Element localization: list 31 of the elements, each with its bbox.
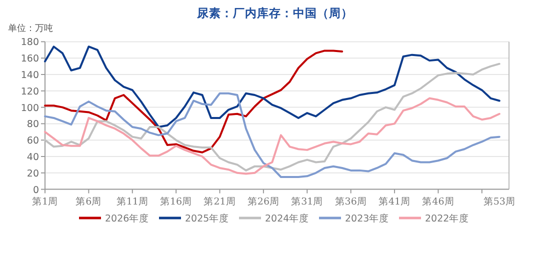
y-tick-label: 160 bbox=[20, 54, 39, 65]
y-tick-label: 120 bbox=[20, 86, 39, 98]
y-tick-label: 40 bbox=[26, 152, 39, 163]
y-tick-label: 100 bbox=[20, 102, 39, 114]
x-tick-label: 第36周 bbox=[334, 195, 367, 208]
y-tick-label: 20 bbox=[26, 168, 39, 180]
x-tick-label: 第6周 bbox=[76, 195, 102, 208]
x-tick-label: 第31周 bbox=[291, 195, 324, 208]
x-tick-label: 第1周 bbox=[32, 195, 58, 208]
legend-label: 2022年度 bbox=[425, 212, 470, 224]
legend-label: 2024年度 bbox=[265, 212, 310, 224]
x-tick-label: 第16周 bbox=[160, 195, 192, 208]
x-tick-label: 第21周 bbox=[204, 195, 236, 208]
y-tick-label: 60 bbox=[26, 136, 39, 147]
x-tick-label: 第26周 bbox=[247, 195, 280, 208]
line-series bbox=[44, 46, 500, 128]
line-series bbox=[44, 50, 344, 154]
x-tick-label: 第11周 bbox=[116, 195, 148, 208]
y-axis-title: 单位：万吨 bbox=[8, 23, 53, 34]
x-tick-label: 第41周 bbox=[378, 195, 411, 208]
legend-label: 2023年度 bbox=[345, 212, 390, 224]
y-tick-label: 140 bbox=[20, 70, 39, 81]
legend-label: 2026年度 bbox=[105, 212, 150, 224]
chart-title: 尿素：厂内库存：中国（周） bbox=[196, 6, 353, 20]
y-tick-label: 0 bbox=[32, 184, 39, 196]
legend-label: 2025年度 bbox=[185, 212, 230, 224]
x-tick-label: 第46周 bbox=[422, 195, 454, 208]
y-tick-label: 180 bbox=[20, 37, 39, 48]
line-series bbox=[44, 62, 500, 172]
x-tick-label: 第53周 bbox=[483, 195, 516, 208]
y-tick-label: 80 bbox=[26, 119, 39, 130]
